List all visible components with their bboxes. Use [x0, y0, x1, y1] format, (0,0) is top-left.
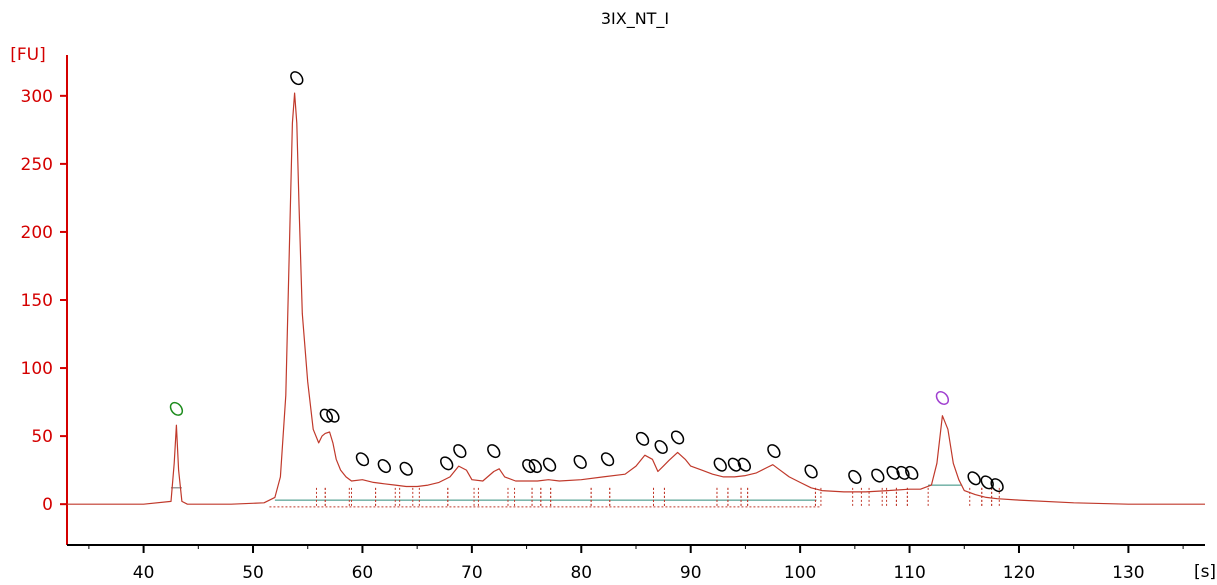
- peak-marker: [990, 478, 1004, 493]
- peak-marker: [573, 454, 587, 469]
- x-tick-label: 60: [352, 563, 374, 583]
- peak-marker: [871, 468, 885, 483]
- x-tick-label: 90: [680, 563, 702, 583]
- x-tick-label: 50: [242, 563, 264, 583]
- peak-marker: [377, 459, 391, 474]
- y-tick-label: 300: [21, 87, 53, 107]
- peak-marker: [399, 461, 413, 476]
- y-axis-unit: [FU]: [10, 45, 46, 65]
- y-tick-label: 250: [21, 155, 53, 175]
- y-tick-label: 50: [31, 427, 53, 447]
- x-tick-label: 80: [570, 563, 592, 583]
- peak-marker: [713, 457, 727, 472]
- peak-marker: [804, 464, 818, 479]
- peak-marker: [453, 444, 467, 459]
- peak-marker: [848, 469, 862, 484]
- peak-marker: [654, 439, 668, 455]
- peak-marker: [290, 71, 304, 86]
- peak-marker: [905, 465, 919, 480]
- peak-marker: [326, 408, 340, 423]
- x-tick-label: 130: [1112, 563, 1144, 583]
- peak-marker: [896, 465, 910, 480]
- y-tick-label: 200: [21, 223, 53, 243]
- x-tick-label: 100: [784, 563, 816, 583]
- peak-marker: [737, 457, 751, 472]
- y-tick-label: 0: [42, 495, 53, 515]
- peak-marker: [635, 431, 650, 446]
- x-tick-label: 40: [133, 563, 155, 583]
- x-tick-label: 120: [1003, 563, 1035, 583]
- y-tick-label: 100: [21, 359, 53, 379]
- signal-trace: [67, 92, 1205, 505]
- peak-marker: [980, 475, 994, 490]
- x-tick-label: 110: [893, 563, 925, 583]
- y-tick-label: 150: [21, 291, 53, 311]
- chart-title: 3IX_NT_I: [601, 9, 669, 29]
- upper-marker: [935, 390, 950, 406]
- peak-marker: [767, 444, 781, 459]
- x-axis-unit: [s]: [1194, 562, 1216, 582]
- peak-marker: [670, 430, 685, 445]
- peak-marker: [528, 459, 542, 474]
- plot-area: 0 50 100 150 200 250 300 40 50 60 70 80 90 100 110 120 1…: [21, 55, 1205, 583]
- peak-marker: [440, 456, 454, 471]
- lower-marker: [169, 401, 184, 416]
- peak-marker: [600, 452, 615, 467]
- peak-marker: [542, 457, 557, 472]
- peak-marker: [967, 471, 981, 486]
- x-tick-label: 70: [461, 563, 483, 583]
- peak-marker: [487, 444, 501, 459]
- peak-marker: [355, 452, 370, 467]
